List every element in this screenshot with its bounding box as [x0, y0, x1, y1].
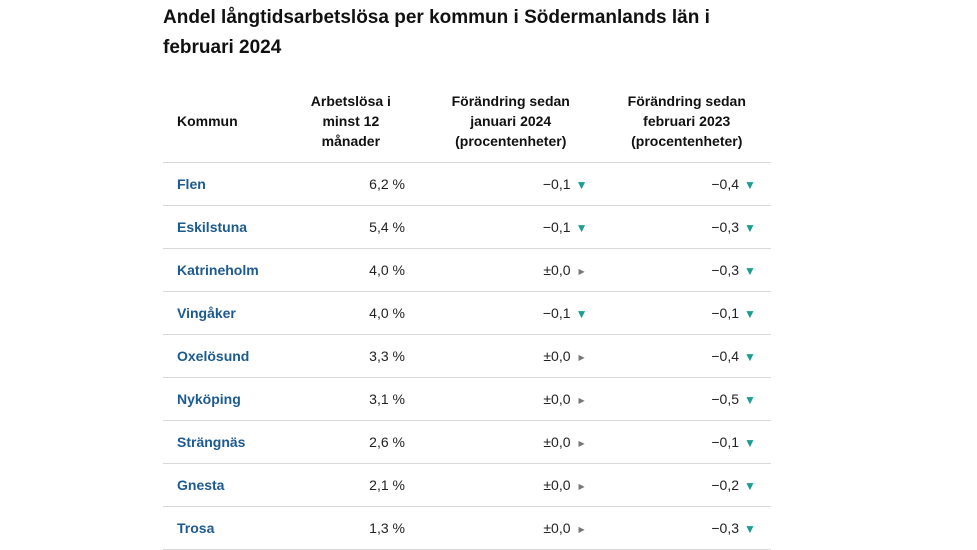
down-triangle-icon: ▼ [575, 221, 588, 235]
unemployed-share: 2,6 % [282, 420, 419, 464]
change-jan-value: ±0,0 [543, 262, 571, 278]
change-jan-value: ±0,0 [543, 477, 571, 493]
change-jan-cell: ±0,0 ▶ [418, 506, 603, 550]
change-feb-value: −0,3 [711, 262, 739, 278]
change-jan-value: −0,1 [542, 176, 571, 192]
header-change-jan[interactable]: Förändring sedan januari 2024 (procenten… [451, 93, 570, 149]
unemployed-share: 6,2 % [282, 162, 419, 206]
change-jan-cell: ±0,0 ▶ [418, 377, 603, 421]
change-jan-cell: ±0,0 ▶ [418, 334, 603, 378]
table-body: Flen 6,2 % −0,1 ▼ −0,4 ▼ Eskilstuna 5,4 % −0,1 ▼ −… [163, 162, 771, 550]
municipality-link[interactable]: Oxelösund [163, 334, 283, 378]
table-row: Gnesta 2,1 % ±0,0 ▶ −0,2 ▼ [163, 463, 771, 507]
unemployed-share: 3,3 % [282, 334, 419, 378]
municipality-link[interactable]: Strängnäs [163, 420, 283, 464]
municipality-link[interactable]: Flen [163, 162, 283, 206]
down-triangle-icon: ▼ [744, 522, 756, 536]
right-triangle-icon: ▶ [578, 267, 585, 276]
header-unemployed[interactable]: Arbetslösa i minst 12 månader [310, 93, 391, 149]
table-row: Strängnäs 2,6 % ±0,0 ▶ −0,1 ▼ [163, 420, 771, 464]
change-feb-cell: −0,4 ▼ [602, 334, 771, 378]
change-feb-cell: −0,3 ▼ [602, 248, 771, 292]
change-jan-cell: −0,1 ▼ [418, 205, 603, 249]
change-jan-cell: ±0,0 ▶ [418, 420, 603, 464]
municipality-link[interactable]: Vingåker [163, 291, 283, 335]
change-jan-value: ±0,0 [543, 348, 571, 364]
table-header-row: Kommun Arbetslösa i minst 12 månader För… [163, 80, 771, 163]
down-triangle-icon: ▼ [744, 393, 756, 407]
change-jan-value: −0,1 [542, 305, 571, 321]
change-feb-cell: −0,4 ▼ [602, 162, 771, 206]
change-jan-cell: −0,1 ▼ [418, 162, 603, 206]
page-title: Andel långtidsarbetslösa per kommun i Sö… [163, 7, 710, 58]
unemployed-share: 1,3 % [282, 506, 419, 550]
down-triangle-icon: ▼ [744, 436, 756, 450]
unemployed-share: 4,0 % [282, 291, 419, 335]
change-feb-value: −0,3 [711, 219, 739, 235]
change-feb-value: −0,2 [711, 477, 739, 493]
unemployed-share: 5,4 % [282, 205, 419, 249]
change-feb-value: −0,1 [711, 305, 739, 321]
change-feb-cell: −0,3 ▼ [602, 205, 771, 249]
down-triangle-icon: ▼ [575, 178, 588, 192]
table-row: Eskilstuna 5,4 % −0,1 ▼ −0,3 ▼ [163, 205, 771, 249]
change-feb-cell: −0,3 ▼ [602, 506, 771, 550]
municipality-link[interactable]: Gnesta [163, 463, 283, 507]
change-feb-value: −0,4 [711, 176, 739, 192]
change-jan-cell: ±0,0 ▶ [418, 248, 603, 292]
municipality-link[interactable]: Nyköping [163, 377, 283, 421]
change-jan-value: ±0,0 [543, 391, 571, 407]
change-feb-cell: −0,5 ▼ [602, 377, 771, 421]
header-kommun[interactable]: Kommun [177, 113, 238, 129]
down-triangle-icon: ▼ [744, 178, 756, 192]
change-feb-cell: −0,2 ▼ [602, 463, 771, 507]
change-feb-value: −0,3 [711, 520, 739, 536]
change-jan-value: ±0,0 [543, 434, 571, 450]
down-triangle-icon: ▼ [575, 307, 588, 321]
table-row: Trosa 1,3 % ±0,0 ▶ −0,3 ▼ [163, 506, 771, 550]
table-row: Flen 6,2 % −0,1 ▼ −0,4 ▼ [163, 162, 771, 206]
down-triangle-icon: ▼ [744, 307, 756, 321]
down-triangle-icon: ▼ [744, 221, 756, 235]
table-row: Oxelösund 3,3 % ±0,0 ▶ −0,4 ▼ [163, 334, 771, 378]
table-row: Katrineholm 4,0 % ±0,0 ▶ −0,3 ▼ [163, 248, 771, 292]
change-feb-cell: −0,1 ▼ [602, 420, 771, 464]
table-row: Vingåker 4,0 % −0,1 ▼ −0,1 ▼ [163, 291, 771, 335]
unemployed-share: 4,0 % [282, 248, 419, 292]
unemployed-share: 3,1 % [282, 377, 419, 421]
unemployment-table: Kommun Arbetslösa i minst 12 månader För… [163, 80, 771, 550]
down-triangle-icon: ▼ [744, 264, 756, 278]
municipality-link[interactable]: Katrineholm [163, 248, 283, 292]
table-row: Nyköping 3,1 % ±0,0 ▶ −0,5 ▼ [163, 377, 771, 421]
right-triangle-icon: ▶ [578, 439, 585, 448]
change-feb-value: −0,5 [711, 391, 739, 407]
header-change-feb[interactable]: Förändring sedan februari 2023 (procente… [627, 93, 746, 149]
right-triangle-icon: ▶ [578, 396, 585, 405]
change-feb-value: −0,1 [711, 434, 739, 450]
municipality-link[interactable]: Trosa [163, 506, 283, 550]
change-jan-value: −0,1 [542, 219, 571, 235]
down-triangle-icon: ▼ [744, 350, 756, 364]
right-triangle-icon: ▶ [578, 353, 585, 362]
municipality-link[interactable]: Eskilstuna [163, 205, 283, 249]
unemployed-share: 2,1 % [282, 463, 419, 507]
down-triangle-icon: ▼ [744, 479, 756, 493]
change-jan-cell: ±0,0 ▶ [418, 463, 603, 507]
change-feb-cell: −0,1 ▼ [602, 291, 771, 335]
change-jan-value: ±0,0 [543, 520, 571, 536]
right-triangle-icon: ▶ [578, 482, 585, 491]
change-jan-cell: −0,1 ▼ [418, 291, 603, 335]
change-feb-value: −0,4 [711, 348, 739, 364]
right-triangle-icon: ▶ [578, 525, 585, 534]
